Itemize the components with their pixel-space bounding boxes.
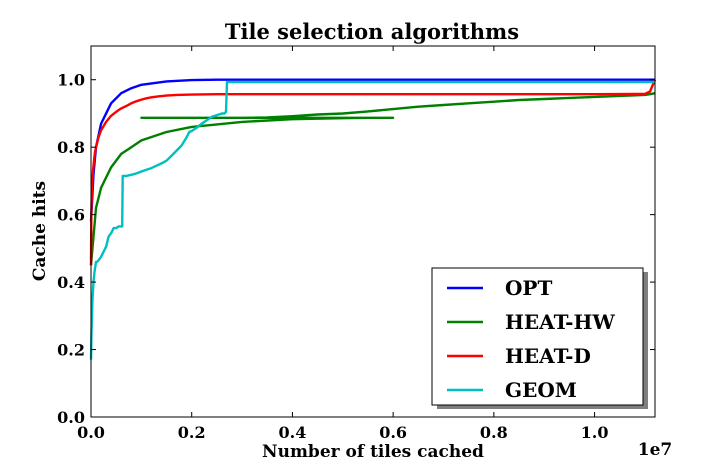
x-tick-label: 1.0 xyxy=(581,423,609,442)
y-tick-label: 0.0 xyxy=(57,408,85,427)
series-line-geom xyxy=(89,80,655,360)
y-tick-label: 1.0 xyxy=(57,71,85,90)
x-tick-label: 0.0 xyxy=(77,423,105,442)
tick-layer: 0.0 0.2 0.4 0.6 0.8 1.0 0.0 0.2 0.4 0.6 0.8 1.0 xyxy=(57,46,655,442)
x-tick-label: 0.2 xyxy=(178,423,206,442)
legend-box xyxy=(431,267,644,406)
y-axis-label: Cache hits xyxy=(30,181,50,281)
y-tick-label: 0.4 xyxy=(57,273,85,292)
legend: OPT HEAT-HW HEAT-D GEOM xyxy=(431,267,648,409)
plot-frame xyxy=(90,45,656,418)
x-tick-label: 0.8 xyxy=(480,423,508,442)
y-tick-label: 0.2 xyxy=(57,341,85,360)
series-line-heat-d xyxy=(89,79,657,266)
series-layer xyxy=(89,78,657,360)
x-axis-label: Number of tiles cached xyxy=(262,442,484,462)
x-tick-label: 0.4 xyxy=(279,423,307,442)
legend-label-geom: GEOM xyxy=(505,378,577,402)
y-tick-label: 0.8 xyxy=(57,138,85,157)
y-tick-label: 0.6 xyxy=(57,206,85,225)
legend-label-opt: OPT xyxy=(505,276,552,300)
series-line-heat-hw xyxy=(89,92,656,266)
series-line-opt xyxy=(89,78,655,222)
legend-label-heat-d: HEAT-D xyxy=(505,344,591,368)
x-offset-label: 1e7 xyxy=(638,440,672,460)
legend-label-heat-hw: HEAT-HW xyxy=(505,310,615,334)
chart-title: Tile selection algorithms xyxy=(225,19,519,44)
x-tick-label: 0.6 xyxy=(379,423,407,442)
